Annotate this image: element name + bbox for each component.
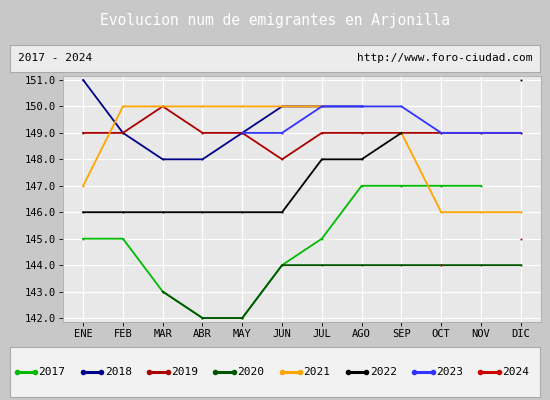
Text: 2019: 2019 [171,367,198,377]
Text: 2024: 2024 [502,367,529,377]
Text: 2023: 2023 [436,367,463,377]
Text: 2021: 2021 [304,367,331,377]
Text: 2017 - 2024: 2017 - 2024 [18,54,92,64]
Text: Evolucion num de emigrantes en Arjonilla: Evolucion num de emigrantes en Arjonilla [100,14,450,28]
Text: 2018: 2018 [104,367,131,377]
Text: http://www.foro-ciudad.com: http://www.foro-ciudad.com [356,54,532,64]
Text: 2017: 2017 [39,367,65,377]
Text: 2020: 2020 [237,367,264,377]
Text: 2022: 2022 [370,367,397,377]
